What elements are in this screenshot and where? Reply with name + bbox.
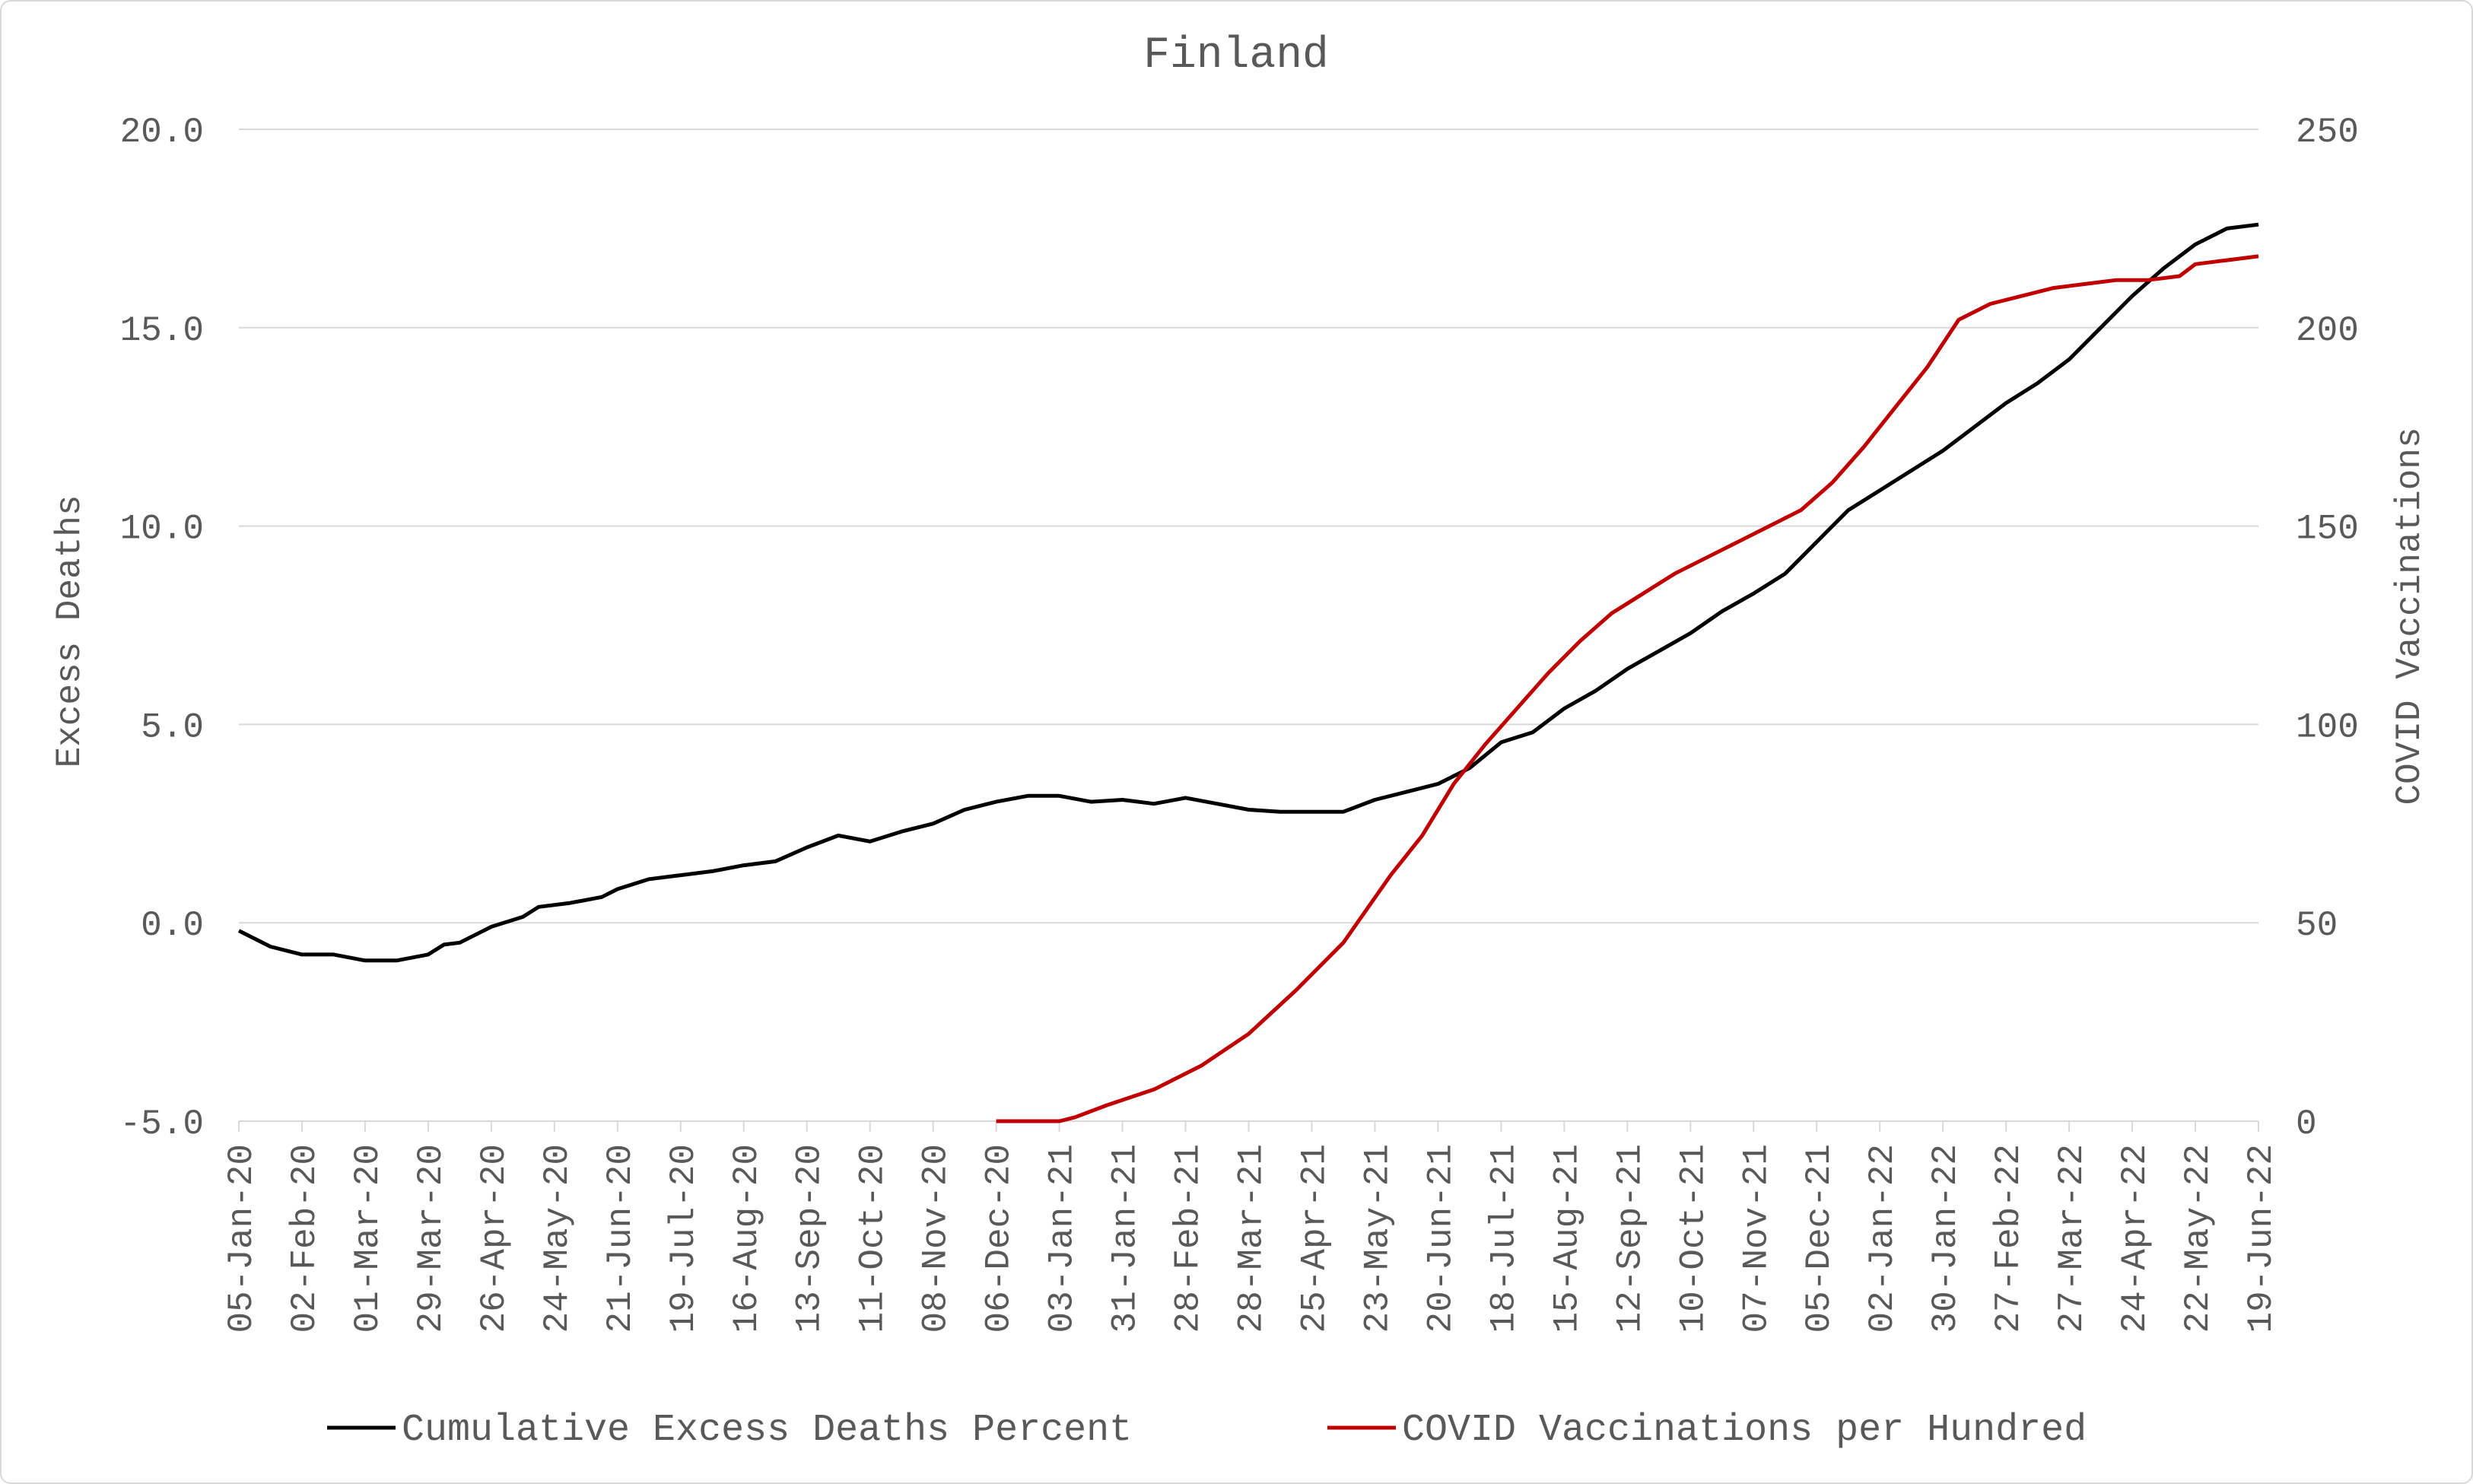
x-tick-label: 10-Oct-21	[1674, 1144, 1713, 1333]
x-tick-label: 15-Aug-21	[1547, 1144, 1587, 1333]
left-tick-label: 5.0	[141, 707, 204, 747]
x-tick-label: 28-Feb-21	[1169, 1144, 1209, 1333]
x-tick-label: 11-Oct-20	[853, 1144, 893, 1333]
right-tick-label: 50	[2296, 906, 2338, 945]
x-tick-label: 05-Jan-20	[222, 1144, 262, 1333]
series-lines	[237, 222, 2259, 1123]
x-axis-ticks: 05-Jan-20 02-Feb-20 01-Mar-20 29-Mar-20 26-A…	[222, 1121, 2281, 1333]
left-tick-label: 15.0	[120, 311, 204, 351]
x-tick-label: 22-May-22	[2179, 1144, 2218, 1333]
x-tick-label: 13-Sep-20	[790, 1144, 830, 1333]
right-axis-ticks: 250 200 150 100 50 0	[2296, 113, 2359, 1144]
x-tick-label: 02-Jan-22	[1863, 1144, 1902, 1333]
x-tick-label: 24-May-20	[538, 1144, 577, 1333]
x-tick-label: 08-Nov-20	[917, 1144, 956, 1333]
x-tick-label: 23-May-21	[1358, 1144, 1397, 1333]
x-tick-label: 19-Jun-22	[2242, 1144, 2281, 1333]
right-tick-label: 0	[2296, 1104, 2317, 1144]
x-tick-label: 03-Jan-21	[1043, 1144, 1082, 1333]
x-tick-label: 12-Sep-21	[1610, 1144, 1650, 1333]
x-tick-label: 29-Mar-20	[412, 1144, 451, 1333]
left-tick-label: 10.0	[120, 510, 204, 549]
legend-label: Cumulative Excess Deaths Percent	[402, 1409, 1132, 1452]
x-tick-label: 01-Mar-20	[348, 1144, 388, 1333]
left-tick-label: -5.0	[120, 1104, 204, 1144]
x-tick-label: 25-Apr-21	[1295, 1144, 1334, 1333]
left-tick-label: 0.0	[141, 906, 204, 945]
legend-label: COVID Vaccinations per Hundred	[1402, 1409, 2087, 1452]
right-tick-label: 150	[2296, 510, 2359, 549]
x-tick-label: 02-Feb-20	[285, 1144, 325, 1333]
x-tick-label: 31-Jan-21	[1106, 1144, 1146, 1333]
x-tick-label: 26-Apr-20	[475, 1144, 514, 1333]
legend: Cumulative Excess Deaths Percent COVID Va…	[327, 1409, 2087, 1452]
right-tick-label: 200	[2296, 311, 2359, 351]
left-axis-label: Excess Deaths	[50, 495, 90, 768]
right-tick-label: 100	[2296, 707, 2359, 747]
x-tick-label: 18-Jul-21	[1484, 1144, 1524, 1333]
chart-title: Finland	[1143, 31, 1329, 81]
x-tick-label: 28-Mar-21	[1232, 1144, 1272, 1333]
excess-deaths-line	[237, 222, 2259, 963]
gridlines	[239, 129, 2258, 1122]
left-tick-label: 20.0	[120, 113, 204, 152]
x-tick-label: 05-Dec-21	[1800, 1144, 1839, 1333]
vaccinations-line	[996, 254, 2259, 1123]
x-tick-label: 30-Jan-22	[1926, 1144, 1966, 1333]
x-tick-label: 07-Nov-21	[1737, 1144, 1776, 1333]
x-tick-label: 19-Jul-20	[664, 1144, 704, 1333]
x-tick-label: 20-Jun-21	[1421, 1144, 1461, 1333]
x-tick-label: 16-Aug-20	[727, 1144, 767, 1333]
x-tick-label: 24-Apr-22	[2115, 1144, 2155, 1333]
right-tick-label: 250	[2296, 113, 2359, 152]
left-axis-ticks: 20.0 15.0 10.0 5.0 0.0 -5.0	[120, 113, 204, 1144]
right-axis-label: COVID Vaccinations	[2390, 427, 2430, 806]
x-tick-label: 06-Dec-20	[980, 1144, 1019, 1333]
x-tick-label: 27-Feb-22	[1989, 1144, 2029, 1333]
x-tick-label: 27-Mar-22	[2052, 1144, 2092, 1333]
x-tick-label: 21-Jun-20	[601, 1144, 641, 1333]
